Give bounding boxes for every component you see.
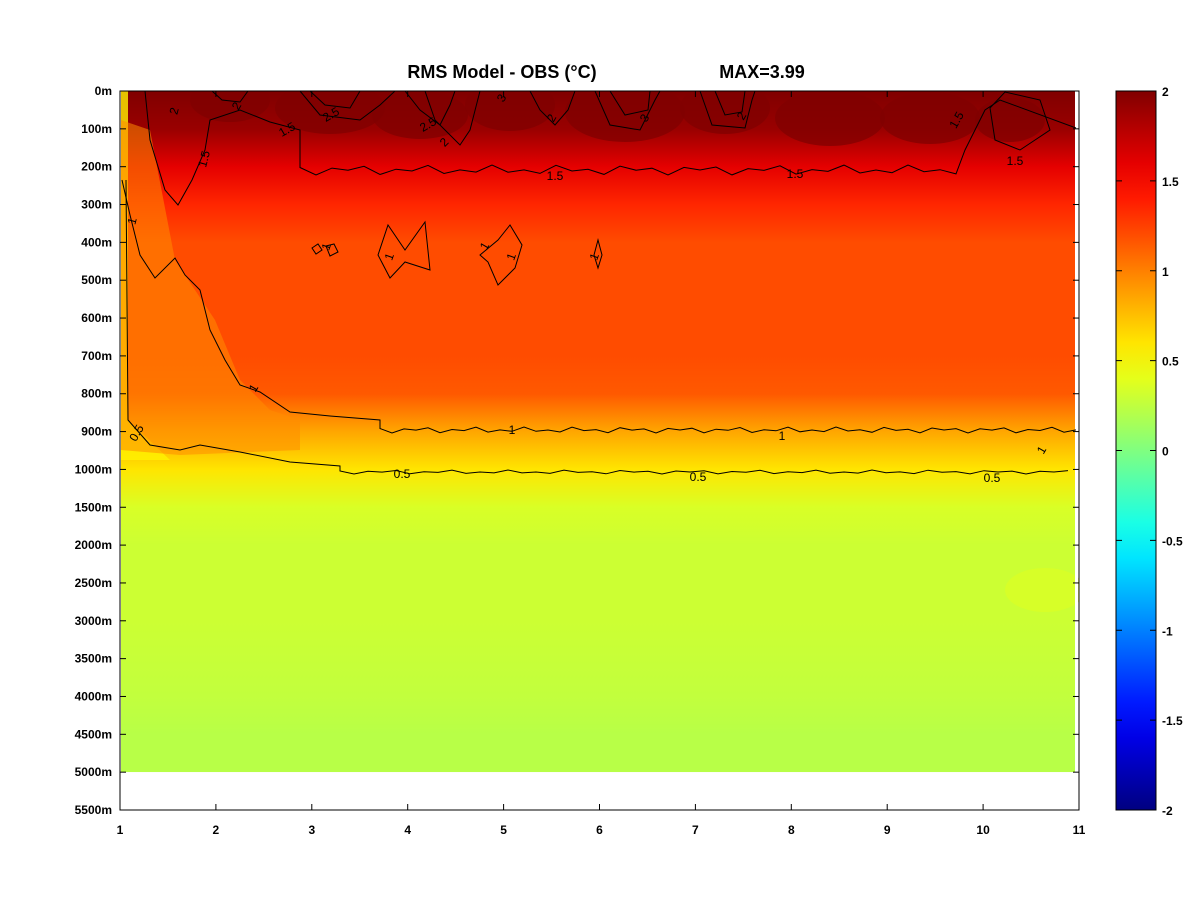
y-tick-label: 300m [81,198,112,212]
contour-2 [529,91,576,126]
contour-2 [699,91,756,129]
contour-1 [121,179,1077,434]
colorbar-ticks: 2 1.5 1 0.5 0 -0.5 -1 -1.5 -2 [1116,85,1183,818]
contour-label: 1 [504,251,520,262]
contour-label: 1 [587,251,603,262]
contour-1-island [377,220,431,279]
surface-max-patch [975,98,1045,142]
contour-lines [121,91,1077,475]
x-tick-label: 9 [884,823,891,837]
y-tick-label: 700m [81,349,112,363]
contour-label: 1.5 [547,169,564,183]
y-axis: 0m100m200m300m400m500m600m700m800m900m10… [75,84,1079,817]
colorbar: 2 1.5 1 0.5 0 -0.5 -1 -1.5 -2 [1115,85,1183,818]
contour-2 [989,91,1051,151]
x-tick-label: 7 [692,823,699,837]
contour-2 [211,91,249,103]
y-tick-label: 4500m [75,727,112,741]
y-tick-label: 3500m [75,652,112,666]
contour-label: 0.5 [394,467,411,481]
left-warm-wedge [121,120,300,455]
colorbar-tick-label: 0 [1162,445,1169,459]
x-tick-label: 3 [308,823,315,837]
max-annotation: MAX=3.99 [719,62,805,82]
contour-3 [714,91,746,116]
contour-1-island [325,243,339,257]
contour-2.5 [309,91,361,109]
surface-max-patch [565,91,685,142]
y-tick-label: 3000m [75,614,112,628]
contour-3 [609,91,651,116]
surface-max-patch [275,91,385,134]
surface-max-patch [880,92,980,144]
contour-0.5 [125,179,1069,475]
y-tick-label: 5500m [75,803,112,817]
y-tick-label: 900m [81,425,112,439]
no-data-band [121,772,1078,809]
x-tick-label: 5 [500,823,507,837]
contour-2 [299,91,396,121]
contour-1-island [593,238,603,270]
y-tick-label: 600m [81,311,112,325]
y-tick-label: 2500m [75,576,112,590]
y-tick-label: 2000m [75,538,112,552]
colorbar-tick-label: -1.5 [1162,714,1183,728]
x-tick-label: 4 [404,823,411,837]
contour-label: 1.5 [1007,154,1024,168]
contour-label: 1 [779,429,786,443]
y-tick-label: 5000m [75,765,112,779]
contour-label: 1 [125,216,140,226]
contour-2.5 [404,91,456,126]
surface-max-patch [465,91,555,131]
contour-label: 1.5 [195,149,213,169]
contour-1-island [311,243,323,255]
contour-label: 0.5 [690,470,707,484]
y-tick-label: 4000m [75,689,112,703]
surface-max-patch [372,91,468,139]
contour-2 [594,91,661,131]
colorbar-tick-label: -0.5 [1162,534,1183,548]
y-tick-label: 400m [81,235,112,249]
y-tick-label: 0m [95,84,112,98]
colorbar-tick-label: 0.5 [1162,355,1179,369]
x-tick-label: 11 [1073,823,1086,837]
y-tick-label: 200m [81,160,112,174]
contour-label: 1 [319,241,335,252]
y-tick-label: 100m [81,122,112,136]
heatmap-field [121,91,1079,809]
y-tick-label: 800m [81,387,112,401]
colorbar-tick-label: 1 [1162,265,1169,279]
x-tick-label: 8 [788,823,795,837]
contour-label: 1.5 [787,167,804,181]
colorbar-tick-label: 2 [1162,85,1169,99]
surface-max-patch [775,91,885,146]
contour-label: 0.5 [984,471,1001,485]
colorbar-fill [1116,91,1156,810]
y-tick-label: 1500m [75,500,112,514]
x-tick-label: 1 [117,823,124,837]
x-axis: 1 2 3 4 5 6 7 8 9 10 11 [117,91,1086,837]
y-tick-label: 500m [81,273,112,287]
deep-warm-patch [1005,568,1079,612]
x-tick-label: 6 [596,823,603,837]
chart-title: RMS Model - OBS (°C) [407,62,596,82]
colorbar-tick-label: -1 [1162,624,1173,638]
y-tick-label: 1000m [75,462,112,476]
colorbar-tick-label: -2 [1162,804,1173,818]
colorbar-tick-label: 1.5 [1162,175,1179,189]
contour-label: 1 [382,251,398,262]
contour-1.5 [144,91,1077,206]
contour-label: 2 [167,106,182,116]
x-tick-label: 2 [213,823,220,837]
surface-max-patch [680,91,770,134]
contour-label: 1 [509,423,516,437]
surface-max-patch [190,91,270,122]
contour-1-island [479,224,523,286]
contour-2 [424,91,481,146]
x-tick-label: 10 [976,823,990,837]
